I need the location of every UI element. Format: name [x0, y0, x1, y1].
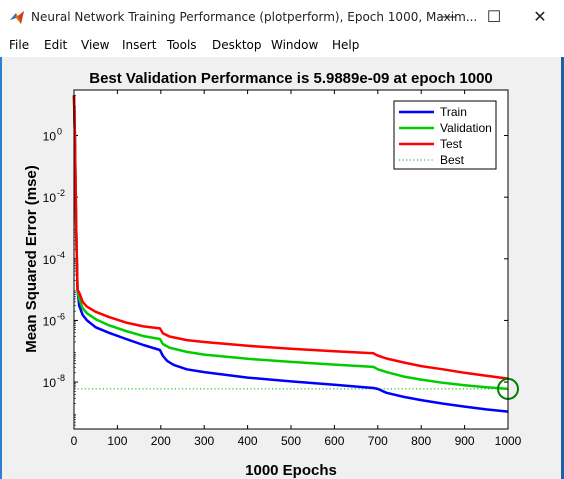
x-tick-label: 1000 [495, 434, 522, 448]
x-tick-label: 700 [368, 434, 388, 448]
legend-label-best: Best [440, 153, 465, 167]
x-tick-label: 100 [107, 434, 127, 448]
matlab-icon [10, 11, 24, 24]
legend-label-validation: Validation [440, 121, 492, 135]
y-tick-exponent: -2 [57, 188, 65, 198]
menu-file[interactable]: File [9, 38, 30, 52]
menu-bar: File Edit View Insert Tools Desktop Wind… [0, 33, 564, 84]
x-tick-label: 200 [151, 434, 171, 448]
close-button[interactable]: ✕ [533, 8, 547, 26]
y-axis-label: Mean Squared Error (mse) [23, 165, 40, 353]
menu-tools[interactable]: Tools [167, 38, 197, 52]
plot-frame [73, 89, 509, 430]
performance-chart: Best Validation Performance is 5.9889e-0… [23, 70, 522, 479]
x-tick-label: 0 [71, 434, 78, 448]
window-border-right [561, 57, 564, 479]
title-bar: Neural Network Training Performance (plo… [0, 0, 564, 33]
chart-title: Best Validation Performance is 5.9889e-0… [89, 70, 493, 87]
y-tick-label: 10 [43, 376, 57, 390]
window-title: Neural Network Training Performance (plo… [31, 10, 478, 24]
legend-label-train: Train [440, 105, 467, 119]
menu-insert[interactable]: Insert [122, 38, 157, 52]
y-tick-exponent: 0 [57, 127, 62, 137]
window-border-left [0, 57, 2, 479]
y-tick-label: 10 [43, 253, 57, 267]
minimize-button[interactable]: — [440, 7, 456, 25]
x-tick-label: 800 [411, 434, 431, 448]
menu-edit[interactable]: Edit [44, 38, 68, 52]
menu-window[interactable]: Window [271, 38, 319, 52]
x-tick-label: 400 [238, 434, 258, 448]
legend: Train Validation Test Best [393, 100, 497, 170]
test-series-line [72, 95, 509, 380]
maximize-button[interactable]: ☐ [486, 8, 502, 26]
y-tick-exponent: -6 [57, 311, 65, 321]
y-tick-exponent: -8 [57, 373, 65, 383]
y-tick-label: 10 [43, 314, 57, 328]
menu-desktop[interactable]: Desktop [212, 38, 262, 52]
x-tick-label: 900 [455, 434, 475, 448]
x-axis-label: 1000 Epochs [245, 462, 337, 479]
menu-view[interactable]: View [81, 38, 110, 52]
y-tick-label: 10 [43, 130, 57, 144]
menu-help[interactable]: Help [332, 38, 360, 52]
y-tick-exponent: -4 [57, 250, 65, 260]
x-tick-label: 500 [281, 434, 301, 448]
x-tick-label: 600 [324, 434, 344, 448]
y-tick-label: 10 [43, 191, 57, 205]
x-tick-label: 300 [194, 434, 214, 448]
legend-label-test: Test [440, 137, 463, 151]
